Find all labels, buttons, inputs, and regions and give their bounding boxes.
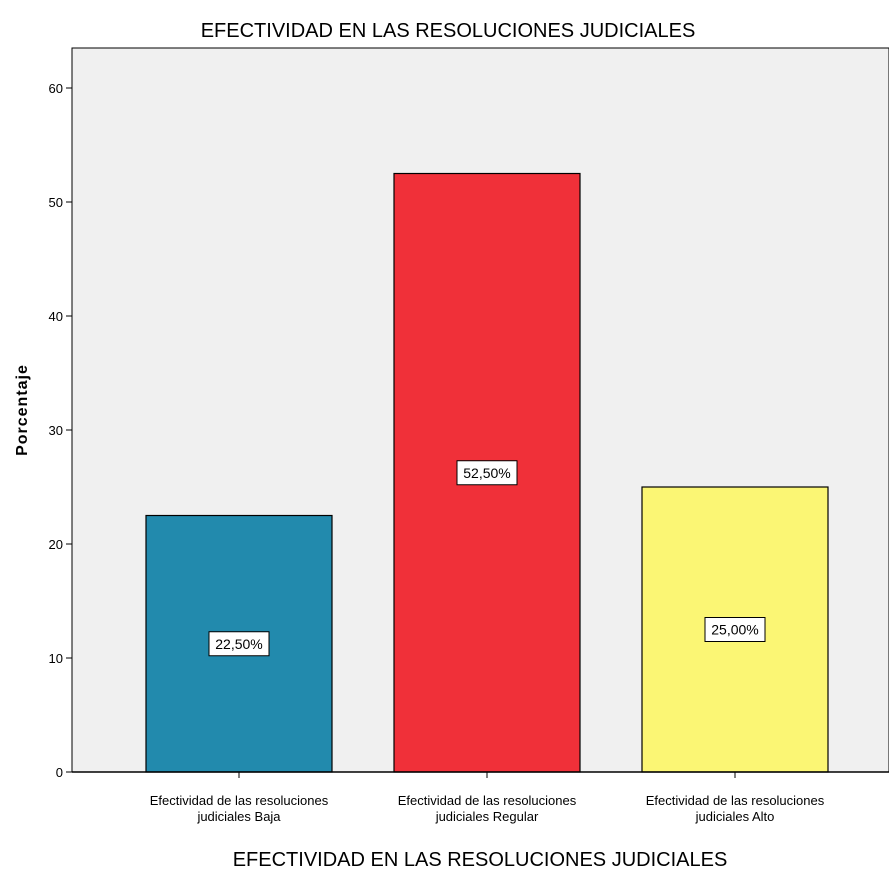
y-axis: 0 10 20 30 40 50 60 <box>49 48 73 780</box>
x-axis: Efectividad de las resoluciones judiciale… <box>72 771 889 824</box>
x-tick-label: Efectividad de las resoluciones judiciale… <box>398 793 577 824</box>
x-tick-label: Efectividad de las resoluciones judiciale… <box>150 793 329 824</box>
data-label-box <box>208 631 270 657</box>
data-label: 52,50% <box>463 465 510 481</box>
data-label-box <box>704 617 766 642</box>
y-axis-label: Porcentaje <box>14 364 31 456</box>
y-tick-label: 30 <box>49 423 63 438</box>
y-tick-label: 60 <box>49 81 63 96</box>
x-axis-label: EFECTIVIDAD EN LAS RESOLUCIONES JUDICIAL… <box>233 849 728 871</box>
bars: 22,50% 52,50% 25,00% <box>145 172 829 773</box>
y-tick-label: 40 <box>49 309 63 324</box>
data-label: 22,50% <box>215 636 262 652</box>
chart-title: EFECTIVIDAD EN LAS RESOLUCIONES JUDICIAL… <box>201 20 696 42</box>
data-label-box <box>456 460 518 486</box>
x-tick-label: Efectividad de las resoluciones judiciale… <box>646 793 825 824</box>
y-tick-label: 50 <box>49 195 63 210</box>
data-label: 25,00% <box>711 622 758 638</box>
y-tick-label: 0 <box>56 765 63 780</box>
y-tick-label: 20 <box>49 537 63 552</box>
y-tick-label: 10 <box>49 651 63 666</box>
